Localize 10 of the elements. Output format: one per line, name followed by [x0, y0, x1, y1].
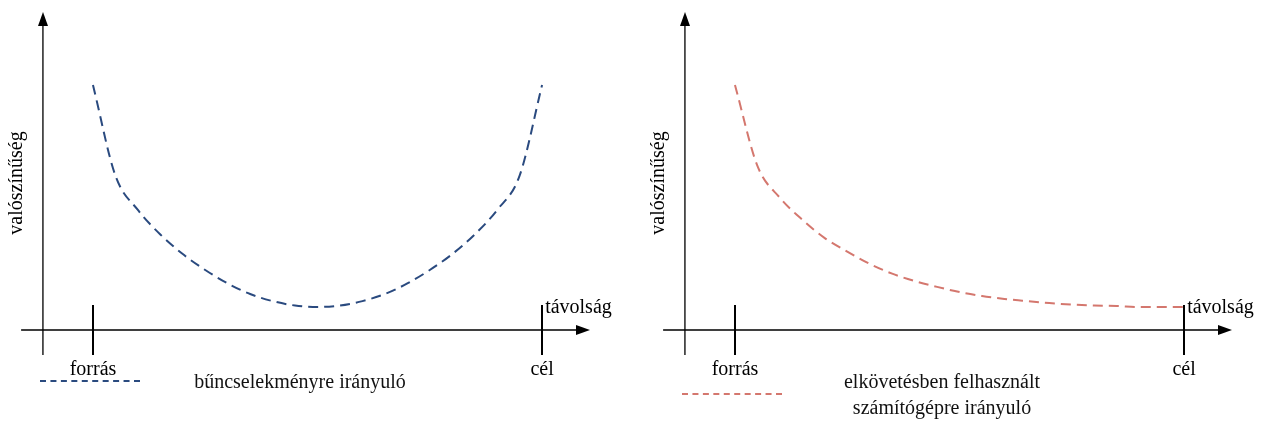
- y-axis-title: valószínűség: [4, 131, 26, 235]
- text: elkövetésben felhasznált számítógépre irányuló: [843, 369, 1041, 420]
- text: bűncselekményre irányuló: [193, 369, 407, 394]
- x-axis-title: távolság: [1187, 295, 1254, 319]
- x-tick-label: cél: [530, 357, 555, 380]
- x-tick-label: forrás: [711, 357, 759, 380]
- x-axis-title: távolság: [545, 295, 612, 319]
- x-tick-label: forrás: [69, 357, 117, 380]
- y-axis-title: valószínűség: [646, 131, 668, 235]
- x-tick-label: cél: [1172, 357, 1197, 380]
